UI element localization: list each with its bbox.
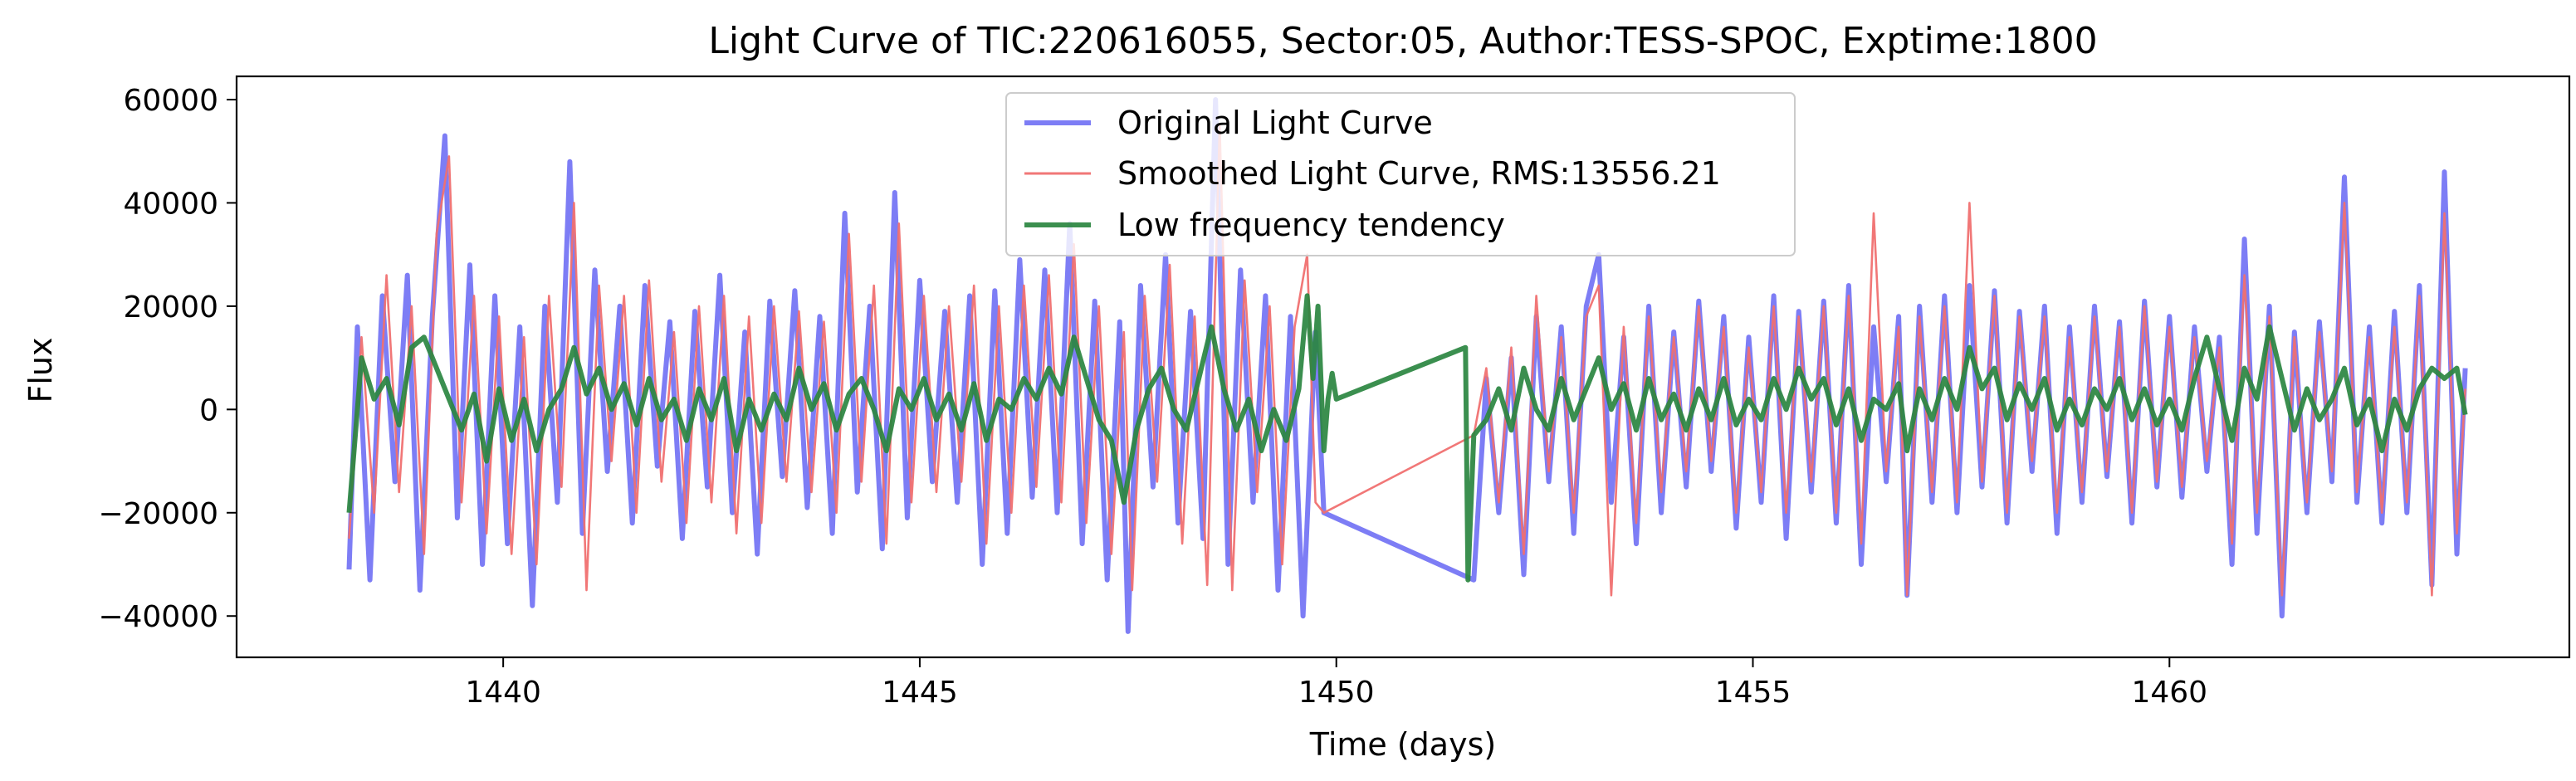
x-tick-label: 1450 (1298, 676, 1375, 710)
legend-label-tendency: Low frequency tendency (1117, 207, 1505, 243)
legend: Original Light Curve Smoothed Light Curv… (1005, 92, 1796, 256)
axes-frame (235, 75, 2571, 659)
y-tick-label: −40000 (98, 600, 218, 634)
legend-label-original: Original Light Curve (1117, 105, 1433, 141)
plot-area (346, 97, 2468, 634)
y-tick-label: 20000 (123, 290, 218, 325)
x-axis: 1440 1445 1450 1455 1460 (465, 657, 2207, 710)
legend-label-smoothed: Smoothed Light Curve, RMS:13556.21 (1117, 155, 1721, 192)
y-tick-label: 60000 (123, 84, 218, 118)
y-tick-label: 0 (199, 393, 218, 427)
y-tick-label: −20000 (98, 497, 218, 531)
x-tick-label: 1460 (2131, 676, 2207, 710)
x-tick-label: 1445 (882, 676, 958, 710)
y-axis-label: Flux (22, 338, 59, 403)
legend-box (1005, 92, 1796, 256)
y-tick-label: 40000 (123, 187, 218, 221)
series-tendency-line (346, 293, 2468, 583)
x-axis-label: Time (days) (1309, 726, 1496, 763)
x-tick-label: 1440 (465, 676, 541, 710)
y-axis: −40000 −20000 0 20000 40000 60000 (98, 84, 237, 634)
chart-title: Light Curve of TIC:220616055, Sector:05,… (708, 20, 2097, 62)
x-tick-label: 1455 (1715, 676, 1791, 710)
